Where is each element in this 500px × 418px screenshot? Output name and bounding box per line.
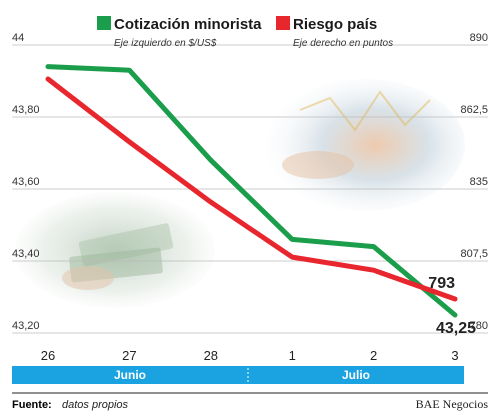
month-label-julio: Julio [342, 368, 370, 382]
x-tick-label: 28 [204, 348, 218, 363]
legend-label-riesgo: Riesgo país [293, 16, 377, 33]
legend-sublabel-cotizacion: Eje izquierdo en $/US$ [114, 38, 217, 49]
footer-publisher: BAE Negocios [416, 397, 489, 411]
y-left-tick-label: 43,20 [12, 320, 40, 332]
footer-source-label: Fuente: [12, 399, 52, 411]
y-left-tick-label: 44 [12, 32, 24, 44]
background-photo-trader [265, 79, 465, 211]
legend-sublabel-riesgo: Eje derecho en puntos [293, 38, 393, 49]
legend: Cotización minorista Eje izquierdo en $/… [97, 16, 393, 49]
x-axis: 26 27 28 1 2 3 [41, 348, 459, 363]
y-right-tick-label: 835 [470, 176, 488, 188]
month-bar: Junio Julio [12, 366, 464, 384]
y-left-tick-label: 43,60 [12, 176, 40, 188]
y-left-tick-label: 43,40 [12, 248, 40, 260]
end-label-riesgo: 793 [428, 275, 455, 292]
end-label-cotizacion: 43,25 [436, 320, 476, 337]
x-tick-label: 2 [370, 348, 377, 363]
y-right-tick-label: 807,5 [460, 248, 488, 260]
left-axis: 44 43,80 43,60 43,40 43,20 [12, 32, 40, 332]
x-tick-label: 26 [41, 348, 55, 363]
footer-source-text: datos propios [62, 399, 129, 411]
legend-swatch-riesgo [276, 16, 290, 30]
y-right-tick-label: 862,5 [460, 104, 488, 116]
legend-label-cotizacion: Cotización minorista [114, 16, 262, 33]
right-axis: 890 862,5 835 807,5 780 [460, 32, 488, 332]
series-line-riesgo [45, 76, 458, 302]
grid-lines [12, 44, 488, 334]
y-right-tick-label: 890 [470, 32, 488, 44]
y-right-tick-label: 780 [470, 320, 488, 332]
series-line-cotizacion [45, 64, 458, 318]
x-tick-label: 3 [451, 348, 458, 363]
series-lines [45, 64, 458, 318]
x-tick-label: 1 [289, 348, 296, 363]
month-label-junio: Junio [114, 368, 146, 382]
y-left-tick-label: 43,80 [12, 104, 40, 116]
x-tick-label: 27 [122, 348, 136, 363]
month-bar-background [12, 366, 464, 384]
background-photo-money [15, 192, 215, 308]
legend-swatch-cotizacion [97, 16, 111, 30]
